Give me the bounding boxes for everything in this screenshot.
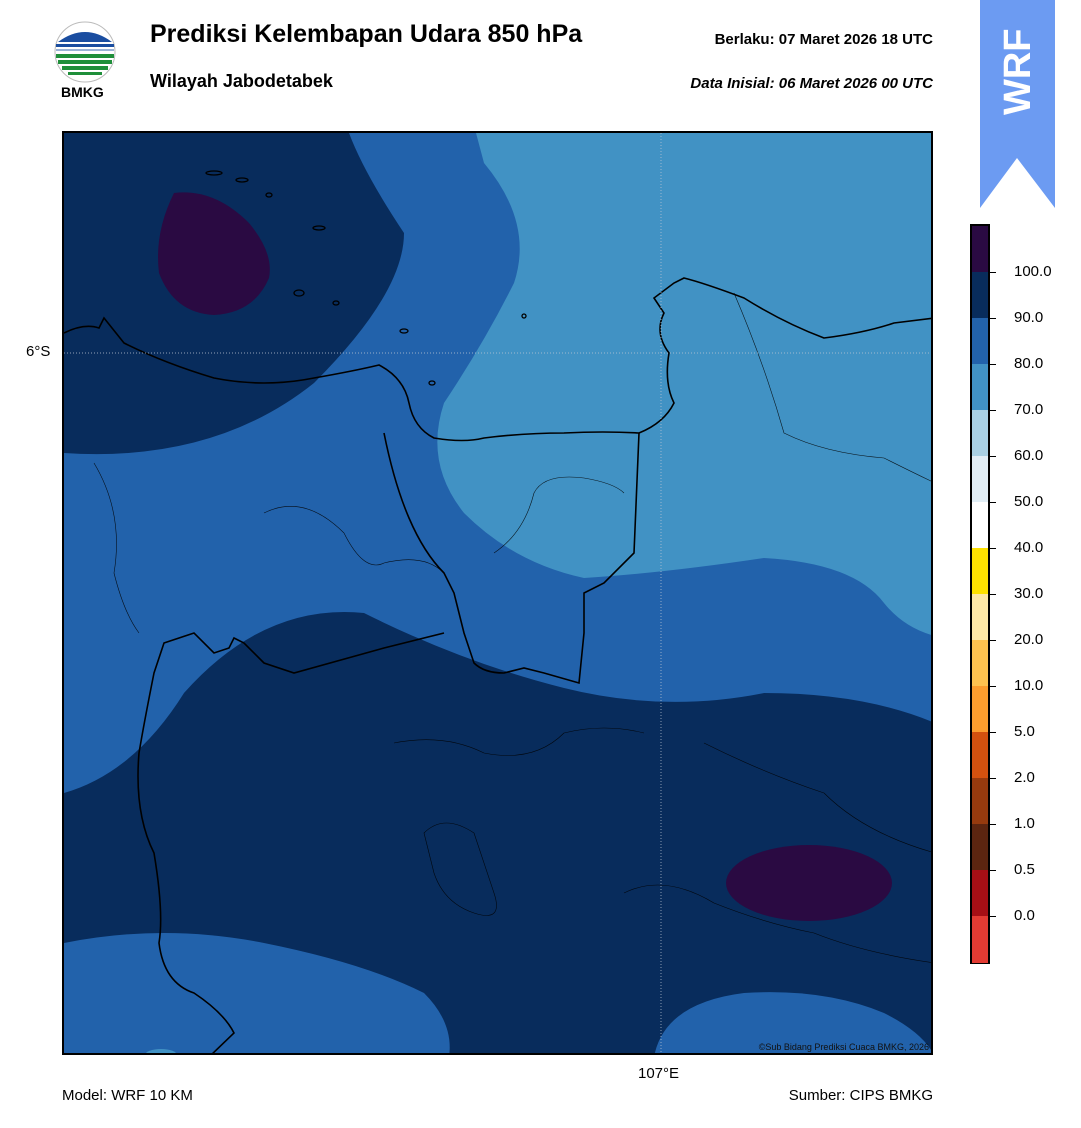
colorbar-segment bbox=[972, 824, 988, 871]
colorbar-segment bbox=[972, 456, 988, 503]
init-time: Data Inisial: 06 Maret 2026 00 UTC bbox=[690, 75, 933, 92]
colorbar-tick bbox=[990, 364, 996, 365]
colorbar-segment bbox=[972, 870, 988, 917]
model-label: Model: WRF 10 KM bbox=[62, 1087, 193, 1104]
humidity-contours bbox=[64, 133, 931, 1053]
colorbar-segment bbox=[972, 732, 988, 779]
colorbar-label: 0.5 bbox=[1014, 861, 1035, 878]
colorbar-label: 60.0 bbox=[1014, 447, 1044, 464]
colorbar-tick bbox=[990, 548, 996, 549]
colorbar-tick bbox=[990, 870, 996, 871]
colorbar-segment bbox=[972, 640, 988, 687]
colorbar-tick bbox=[990, 824, 996, 825]
colorbar-tick bbox=[990, 410, 996, 411]
wrf-banner-text: WRF bbox=[997, 28, 1039, 115]
colorbar-label: 70.0 bbox=[1014, 401, 1044, 418]
colorbar-label: 20.0 bbox=[1014, 631, 1044, 648]
humidity-map: ©Sub Bidang Prediksi Cuaca BMKG, 2026 bbox=[62, 131, 933, 1055]
colorbar-segment bbox=[972, 686, 988, 733]
chart-title: Prediksi Kelembapan Udara 850 hPa bbox=[150, 20, 583, 48]
colorbar-tick bbox=[990, 778, 996, 779]
colorbar-tick bbox=[990, 686, 996, 687]
bmkg-logo bbox=[54, 21, 116, 83]
lat-tick-label: 6°S bbox=[26, 343, 51, 360]
copyright-note: ©Sub Bidang Prediksi Cuaca BMKG, 2026 bbox=[758, 1042, 929, 1052]
source-label: Sumber: CIPS BMKG bbox=[788, 1087, 933, 1104]
colorbar-tick bbox=[990, 456, 996, 457]
colorbar-label: 2.0 bbox=[1014, 769, 1035, 786]
colorbar-label: 1.0 bbox=[1014, 815, 1035, 832]
wrf-banner: WRF bbox=[980, 0, 1055, 208]
colorbar-segment bbox=[972, 548, 988, 595]
colorbar-label: 5.0 bbox=[1014, 723, 1035, 740]
colorbar-label: 80.0 bbox=[1014, 355, 1044, 372]
colorbar-segment bbox=[972, 594, 988, 641]
lon-tick-label: 107°E bbox=[638, 1065, 680, 1082]
colorbar-tick bbox=[990, 272, 996, 273]
colorbar-label: 100.0 bbox=[1014, 263, 1052, 280]
colorbar-tick bbox=[990, 594, 996, 595]
colorbar bbox=[970, 224, 990, 964]
colorbar-tick bbox=[990, 318, 996, 319]
colorbar-segment bbox=[972, 272, 988, 319]
colorbar-label: 30.0 bbox=[1014, 585, 1044, 602]
colorbar-tick bbox=[990, 732, 996, 733]
colorbar-segment bbox=[972, 364, 988, 411]
chart-subtitle: Wilayah Jabodetabek bbox=[150, 71, 333, 91]
logo-text: BMKG bbox=[61, 84, 104, 100]
colorbar-segment bbox=[972, 318, 988, 365]
colorbar-segment bbox=[972, 410, 988, 457]
colorbar-segment bbox=[972, 226, 988, 273]
colorbar-tick bbox=[990, 916, 996, 917]
colorbar-label: 10.0 bbox=[1014, 677, 1044, 694]
colorbar-segment bbox=[972, 916, 988, 963]
colorbar-label: 40.0 bbox=[1014, 539, 1044, 556]
colorbar-tick bbox=[990, 640, 996, 641]
colorbar-segment bbox=[972, 778, 988, 825]
colorbar-label: 0.0 bbox=[1014, 907, 1035, 924]
colorbar-label: 50.0 bbox=[1014, 493, 1044, 510]
valid-time: Berlaku: 07 Maret 2026 18 UTC bbox=[714, 31, 933, 48]
colorbar-label: 90.0 bbox=[1014, 309, 1044, 326]
colorbar-tick bbox=[990, 502, 996, 503]
colorbar-segment bbox=[972, 502, 988, 549]
